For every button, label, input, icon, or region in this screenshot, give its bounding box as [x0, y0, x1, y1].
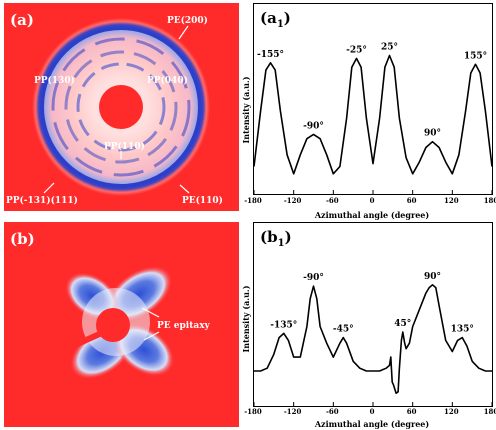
- chart-b1-tag-sub: 1: [278, 238, 285, 249]
- ring-pp-110: [76, 62, 166, 152]
- chart-b1-series-line: [254, 284, 492, 394]
- chart-a1-peak-label: 90°: [424, 129, 441, 139]
- chart-b1-peak-label: -45°: [333, 325, 354, 335]
- chart-a1-peak-label: -155°: [257, 50, 284, 60]
- chart-b1-xtick-label: -60: [326, 407, 339, 416]
- chart-b1-xtick-label: 0: [370, 407, 375, 416]
- chart-a1-xtick-label: -180: [244, 196, 262, 205]
- chart-a1-xtick-label: -120: [284, 196, 302, 205]
- chart-a1-svg: (a1) -155° -90° -25° 25° 90° 155°: [253, 9, 493, 194]
- ring-pp-040: [64, 50, 178, 164]
- chart-a1-peak-label: 155°: [464, 51, 487, 61]
- pattern-a-svg: (a) PE(200) PP(130) PP(040) PP(110) PP(-…: [4, 3, 239, 211]
- chart-b1-peak-label: 135°: [451, 325, 474, 335]
- label-pe-epitaxy: PE epitaxy: [157, 321, 211, 331]
- chart-b1-peak-label: -135°: [270, 320, 297, 330]
- pattern-b: (b) PE epitaxy: [4, 222, 239, 427]
- chart-b1-peak-label: -90°: [303, 273, 324, 283]
- chart-b1-xtick-label: 180: [484, 407, 496, 416]
- chart-b1-xlabel: Azimuthal angle (degree): [314, 419, 430, 429]
- chart-a1-xlabel: Azimuthal angle (degree): [314, 210, 430, 220]
- chart-b1-peak-label: 45°: [394, 319, 411, 329]
- chart-a1-ylabel: Intensity (a.u.): [241, 76, 251, 143]
- label-pp-110: PP(110): [104, 141, 145, 152]
- beam-stop: [99, 85, 143, 129]
- panel-b-tag: (b): [10, 230, 35, 248]
- label-pp-040: PP(040): [147, 75, 188, 86]
- label-pp-131-111: PP(-131)(111): [6, 195, 78, 206]
- chart-a1-tag-sub: 1: [277, 19, 284, 30]
- label-pp-130: PP(130): [34, 75, 75, 86]
- chart-a1-xtick-label: 60: [407, 196, 417, 205]
- chart-b1-ylabel: Intensity (a.u.): [241, 285, 251, 352]
- beam-stop: [96, 308, 130, 342]
- pattern-a: (a) PE(200) PP(130) PP(040) PP(110) PP(-…: [4, 3, 239, 211]
- chart-a1-series-line: [253, 54, 493, 175]
- beam-stop-arm: [42, 329, 106, 362]
- arrow-pe-110: [179, 184, 190, 194]
- ring-pp-130: [51, 37, 191, 177]
- arrow-pp-131-111: [43, 182, 55, 194]
- chart-a1-xtick-label: 120: [444, 196, 459, 205]
- chart-b1-xtick-label: -120: [284, 407, 302, 416]
- arrow-pe-epitaxy-upper: [141, 307, 160, 318]
- chart-b1-xtick-label: 120: [444, 407, 459, 416]
- chart-a1-peak-label: -90°: [303, 121, 324, 131]
- chart-b1-xtick-label: -180: [244, 407, 262, 416]
- chart-b1-xticks: -180 -120 -60 0 60 120 180: [244, 407, 496, 416]
- arrow-pe-epitaxy-lower: [143, 331, 160, 341]
- chart-b1: (b1) -135° -90° -45° 45° 90° 135°: [253, 222, 493, 407]
- chart-b1-xtick-label: 60: [407, 407, 417, 416]
- chart-a1-tag-close: ): [284, 9, 291, 27]
- chart-b1-svg: (b1) -135° -90° -45° 45° 90° 135°: [253, 228, 493, 406]
- label-pe-200: PE(200): [167, 15, 208, 26]
- chart-b1-tag: (b1): [260, 228, 292, 249]
- chart-a1-xticks: -180 -120 -60 0 60 120 180: [244, 196, 496, 205]
- chart-a1: (a1) -155° -90° -25° 25° 90° 155°: [253, 3, 493, 195]
- panel-a-tag: (a): [10, 11, 34, 29]
- chart-b1-tag-main: (b: [260, 228, 278, 246]
- chart-a1-tag-main: (a: [260, 9, 277, 27]
- chart-a1-peak-label: -25°: [346, 45, 367, 55]
- chart-a1-xtick-label: 0: [370, 196, 375, 205]
- chart-a1-xtick-label: -60: [326, 196, 339, 205]
- label-pe-110: PE(110): [182, 195, 223, 206]
- chart-a1-xtick-label: 180: [484, 196, 496, 205]
- arrow-pe-200: [178, 25, 189, 40]
- chart-b1-tag-close: ): [285, 228, 292, 246]
- ring-pe-200: [40, 26, 202, 188]
- chart-a1-peak-label: 25°: [381, 43, 398, 53]
- chart-a1-tag: (a1): [260, 9, 291, 30]
- pattern-b-svg: (b) PE epitaxy: [4, 222, 239, 427]
- chart-b1-peak-label: 90°: [424, 272, 441, 282]
